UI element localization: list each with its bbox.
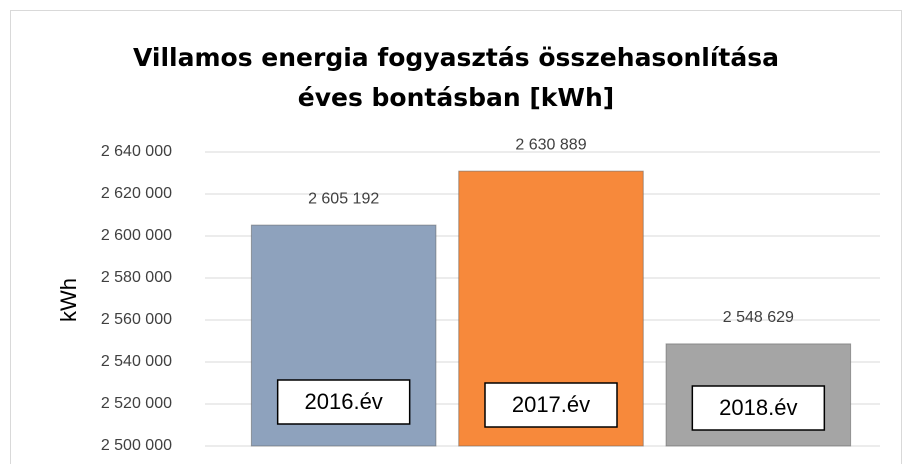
chart-title: Villamos energia fogyasztás összehasonlí… [133, 43, 779, 112]
x-tick-label: 2017.év [512, 392, 590, 417]
y-tick-label: 2 620 000 [101, 185, 172, 202]
data-label: 2 630 889 [515, 136, 586, 153]
x-tick-label: 2016.év [305, 389, 383, 414]
title-box: Villamos energia fogyasztás összehasonlí… [133, 43, 779, 112]
x-tick-label: 2018.év [719, 395, 797, 420]
y-tick-label: 2 560 000 [101, 311, 172, 328]
category-box [484, 382, 618, 428]
category-box [276, 379, 411, 425]
data-label: 2 605 192 [308, 190, 379, 207]
y-tick-label: 2 540 000 [101, 353, 172, 370]
y-tick-label: 2 520 000 [101, 395, 172, 412]
y-tick-label: 2 580 000 [101, 269, 172, 286]
category-box [691, 385, 826, 431]
y-axis-label: kWh [56, 278, 81, 322]
y-tick-label: 2 640 000 [101, 143, 172, 160]
y-tick-label: 2 600 000 [101, 227, 172, 244]
data-label: 2 548 629 [723, 309, 794, 326]
y-tick-label: 2 500 000 [101, 437, 172, 454]
